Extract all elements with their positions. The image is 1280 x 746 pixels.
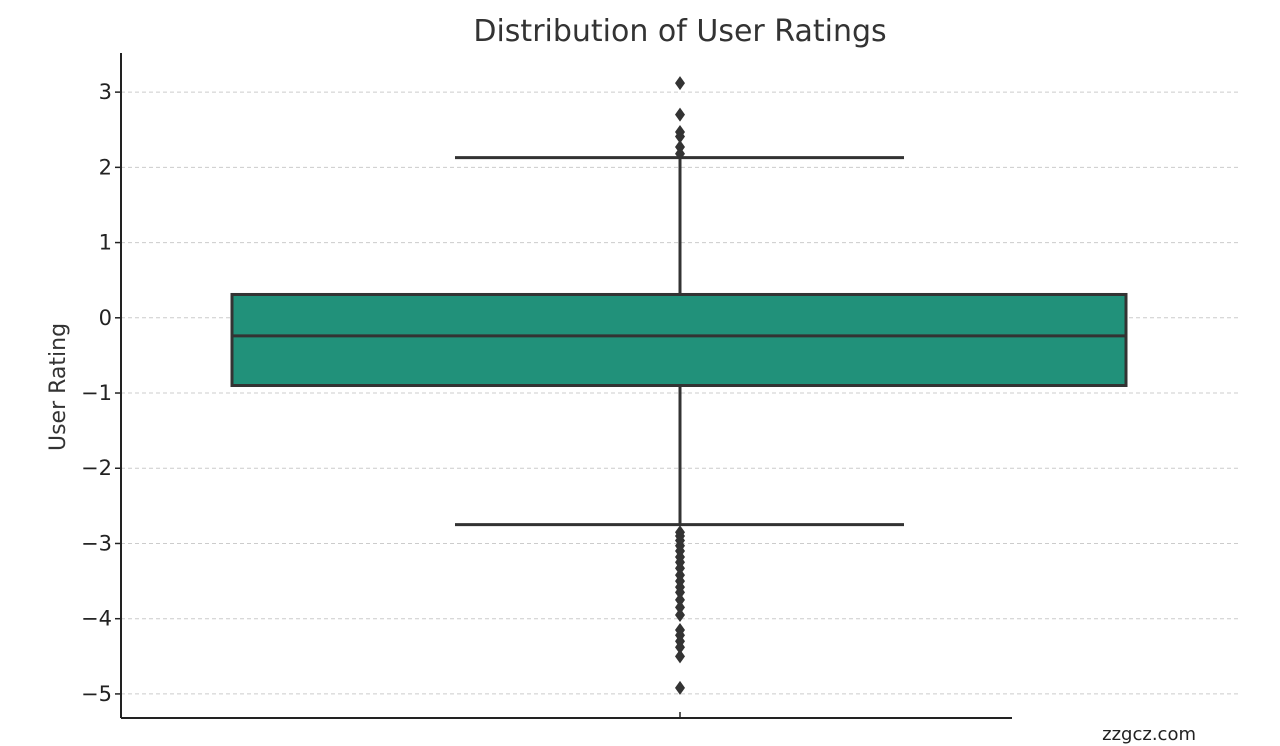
chart-title: Distribution of User Ratings xyxy=(473,14,886,49)
y-tick-label: −1 xyxy=(81,381,112,405)
y-axis-label: User Rating xyxy=(46,323,71,451)
outlier-point xyxy=(675,607,685,622)
outlier-point xyxy=(675,129,685,144)
watermark: zzgcz.com xyxy=(1102,724,1196,745)
outlier-point xyxy=(675,76,685,91)
box-plot xyxy=(230,156,1128,527)
outlier-point xyxy=(675,146,685,161)
outlier-point xyxy=(675,592,685,607)
interquartile-box xyxy=(230,292,1128,388)
y-axis-ticks: 3 2 1 0 −1 −2 −3 −4 −5 xyxy=(81,80,121,706)
y-tick-label: 2 xyxy=(99,155,112,179)
y-tick-label: −5 xyxy=(81,682,112,706)
outlier-points xyxy=(675,76,685,695)
outlier-point xyxy=(675,680,685,695)
outlier-point xyxy=(675,585,685,600)
y-tick-label: −3 xyxy=(81,531,112,555)
outlier-point xyxy=(675,107,685,122)
y-tick-label: 3 xyxy=(99,80,112,104)
outlier-point xyxy=(675,600,685,615)
y-tick-label: 0 xyxy=(99,306,112,330)
y-tick-label: −4 xyxy=(81,607,112,631)
y-tick-label: 1 xyxy=(99,231,112,255)
outlier-point xyxy=(675,649,685,664)
outlier-point xyxy=(675,640,685,655)
y-tick-label: −2 xyxy=(81,456,112,480)
